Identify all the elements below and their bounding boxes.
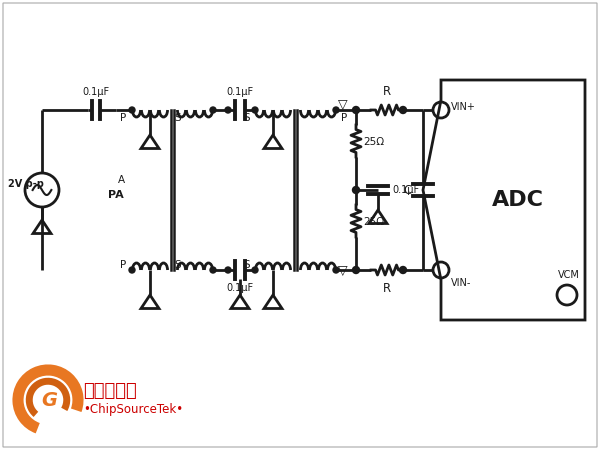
Circle shape: [333, 107, 339, 113]
Text: P: P: [120, 260, 126, 270]
Circle shape: [210, 267, 216, 273]
Text: P: P: [341, 113, 347, 123]
Circle shape: [333, 267, 339, 273]
Circle shape: [353, 107, 359, 113]
Circle shape: [210, 107, 216, 113]
Circle shape: [37, 389, 59, 411]
Text: R: R: [383, 282, 391, 295]
Text: 2V p-p: 2V p-p: [8, 179, 44, 189]
Text: S: S: [244, 113, 250, 123]
Text: 25Ω: 25Ω: [363, 137, 384, 147]
Text: 0.1μF: 0.1μF: [226, 87, 254, 97]
Circle shape: [252, 267, 258, 273]
Text: 0.1μF: 0.1μF: [82, 87, 110, 97]
Text: VCM: VCM: [558, 270, 580, 280]
Text: 0.1μF: 0.1μF: [226, 283, 254, 293]
Circle shape: [353, 266, 359, 274]
Text: P: P: [120, 113, 126, 123]
Circle shape: [225, 267, 231, 273]
Circle shape: [252, 107, 258, 113]
Circle shape: [400, 266, 407, 274]
Circle shape: [129, 107, 135, 113]
Circle shape: [18, 370, 78, 430]
Text: 石源特科技: 石源特科技: [83, 382, 137, 400]
Text: ▽: ▽: [338, 265, 347, 278]
Text: S: S: [244, 260, 250, 270]
Text: S: S: [174, 113, 181, 123]
Circle shape: [225, 107, 231, 113]
Circle shape: [353, 186, 359, 194]
Text: G: G: [41, 392, 57, 410]
Text: •ChipSourceTek•: •ChipSourceTek•: [83, 404, 183, 417]
Text: R: R: [383, 85, 391, 98]
Circle shape: [400, 107, 407, 113]
Text: 0.1μF: 0.1μF: [392, 185, 419, 195]
Text: A: A: [118, 175, 125, 185]
Text: C: C: [403, 184, 411, 197]
Text: ADC: ADC: [492, 190, 544, 210]
Text: S: S: [174, 260, 181, 270]
Circle shape: [129, 267, 135, 273]
Text: 25Ω: 25Ω: [363, 217, 384, 227]
Text: VIN+: VIN+: [451, 102, 476, 112]
Text: VIN-: VIN-: [451, 278, 472, 288]
Text: PA: PA: [108, 190, 124, 200]
Text: ▽: ▽: [338, 98, 347, 111]
